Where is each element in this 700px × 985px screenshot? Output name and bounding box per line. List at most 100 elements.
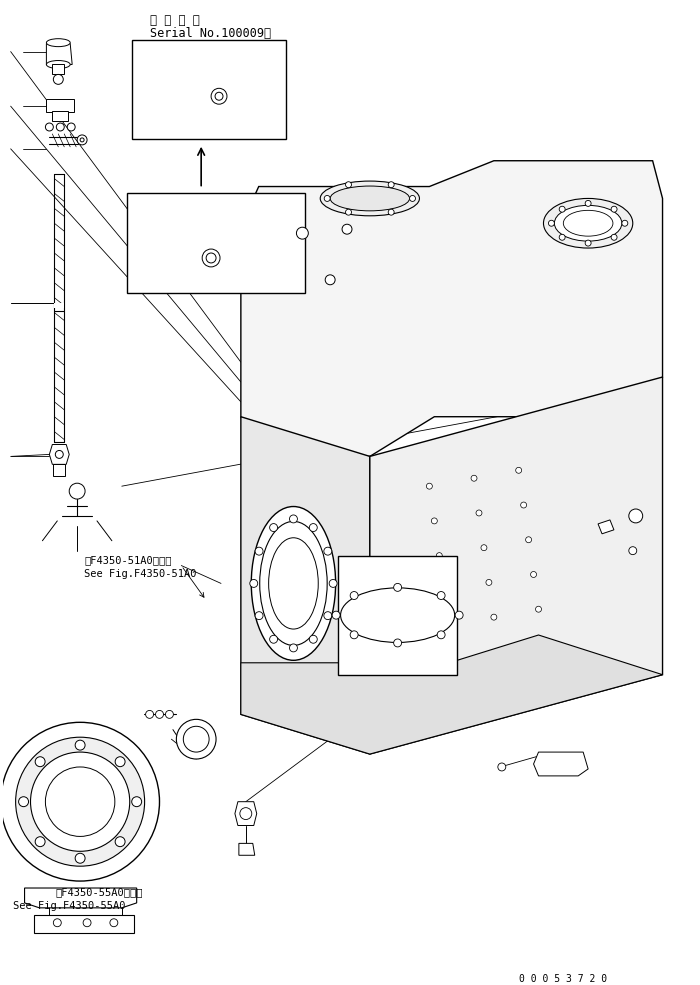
Circle shape (290, 515, 298, 523)
Circle shape (206, 253, 216, 263)
Circle shape (471, 475, 477, 482)
Ellipse shape (269, 538, 318, 629)
Circle shape (389, 181, 394, 188)
Polygon shape (50, 444, 69, 464)
Circle shape (69, 484, 85, 499)
Circle shape (324, 612, 332, 620)
Circle shape (342, 225, 352, 234)
Circle shape (498, 763, 506, 771)
Circle shape (438, 630, 445, 639)
Circle shape (55, 450, 63, 458)
Circle shape (116, 836, 125, 847)
Circle shape (410, 195, 416, 201)
Ellipse shape (260, 521, 327, 645)
Circle shape (116, 756, 125, 766)
Ellipse shape (46, 60, 70, 69)
Text: 適 用 号 機: 適 用 号 機 (150, 14, 199, 27)
Circle shape (46, 767, 115, 836)
Circle shape (393, 639, 402, 647)
Polygon shape (53, 464, 65, 477)
Circle shape (250, 579, 258, 587)
Circle shape (53, 919, 62, 927)
Circle shape (132, 797, 141, 807)
Circle shape (46, 123, 53, 131)
Circle shape (526, 537, 531, 543)
Ellipse shape (564, 211, 613, 236)
Polygon shape (233, 80, 248, 104)
Circle shape (75, 740, 85, 751)
Circle shape (324, 195, 330, 201)
Polygon shape (235, 802, 257, 825)
Circle shape (476, 510, 482, 516)
Polygon shape (150, 72, 160, 85)
Polygon shape (239, 843, 255, 855)
Circle shape (255, 548, 263, 556)
Polygon shape (130, 229, 141, 246)
Circle shape (183, 726, 209, 753)
Bar (34, 915, 134, 933)
Circle shape (521, 502, 526, 508)
Circle shape (270, 524, 278, 532)
Polygon shape (598, 520, 614, 534)
Bar (338, 556, 457, 675)
Ellipse shape (251, 506, 335, 660)
Circle shape (309, 524, 317, 532)
Circle shape (240, 808, 252, 820)
Circle shape (67, 123, 75, 131)
Circle shape (438, 592, 445, 600)
Circle shape (75, 853, 85, 863)
Circle shape (77, 135, 87, 145)
Circle shape (56, 123, 64, 131)
Circle shape (559, 206, 565, 212)
Circle shape (15, 737, 145, 866)
Circle shape (441, 587, 447, 593)
Circle shape (346, 181, 351, 188)
Circle shape (290, 644, 298, 652)
Bar (55, 302, 64, 307)
Text: See Fig.F4350-51A0: See Fig.F4350-51A0 (84, 568, 197, 578)
Circle shape (211, 89, 227, 104)
Bar (132, 39, 286, 139)
Circle shape (346, 209, 351, 215)
Circle shape (110, 919, 118, 927)
Circle shape (176, 719, 216, 759)
Text: See Fig.F4350-55A0: See Fig.F4350-55A0 (13, 901, 125, 911)
Circle shape (611, 234, 617, 240)
Circle shape (611, 206, 617, 212)
Circle shape (436, 553, 442, 558)
Ellipse shape (554, 206, 622, 241)
Circle shape (486, 579, 492, 585)
Circle shape (629, 547, 637, 555)
Text: 第F4350-51A0図参照: 第F4350-51A0図参照 (84, 556, 172, 565)
Circle shape (548, 221, 554, 227)
Circle shape (585, 200, 591, 207)
Circle shape (1, 722, 160, 881)
Circle shape (35, 756, 45, 766)
Polygon shape (241, 161, 662, 456)
Text: 第F4350-55A0図参照: 第F4350-55A0図参照 (55, 887, 143, 897)
Circle shape (270, 635, 278, 643)
Circle shape (350, 592, 358, 600)
Circle shape (165, 710, 174, 718)
Circle shape (31, 753, 130, 851)
Circle shape (455, 611, 463, 620)
Circle shape (146, 710, 153, 718)
Circle shape (255, 612, 263, 620)
Circle shape (215, 93, 223, 100)
Circle shape (446, 623, 452, 628)
Polygon shape (335, 221, 360, 238)
Ellipse shape (320, 181, 419, 216)
Circle shape (324, 548, 332, 556)
Circle shape (536, 606, 542, 613)
Polygon shape (241, 635, 662, 755)
Circle shape (585, 240, 591, 246)
Bar (127, 193, 305, 293)
Circle shape (629, 509, 643, 523)
Circle shape (326, 275, 335, 285)
Polygon shape (25, 888, 136, 908)
Circle shape (481, 545, 487, 551)
Circle shape (80, 138, 84, 142)
Circle shape (491, 615, 497, 621)
Circle shape (431, 518, 438, 524)
Polygon shape (52, 64, 64, 75)
